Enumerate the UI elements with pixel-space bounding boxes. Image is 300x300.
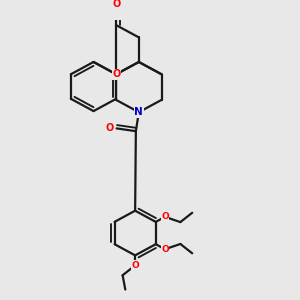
Text: O: O <box>112 0 120 9</box>
Text: O: O <box>106 123 114 133</box>
Text: O: O <box>131 261 139 270</box>
Text: O: O <box>161 212 169 221</box>
Text: O: O <box>161 245 169 254</box>
Text: O: O <box>112 69 120 79</box>
Text: N: N <box>134 107 143 117</box>
